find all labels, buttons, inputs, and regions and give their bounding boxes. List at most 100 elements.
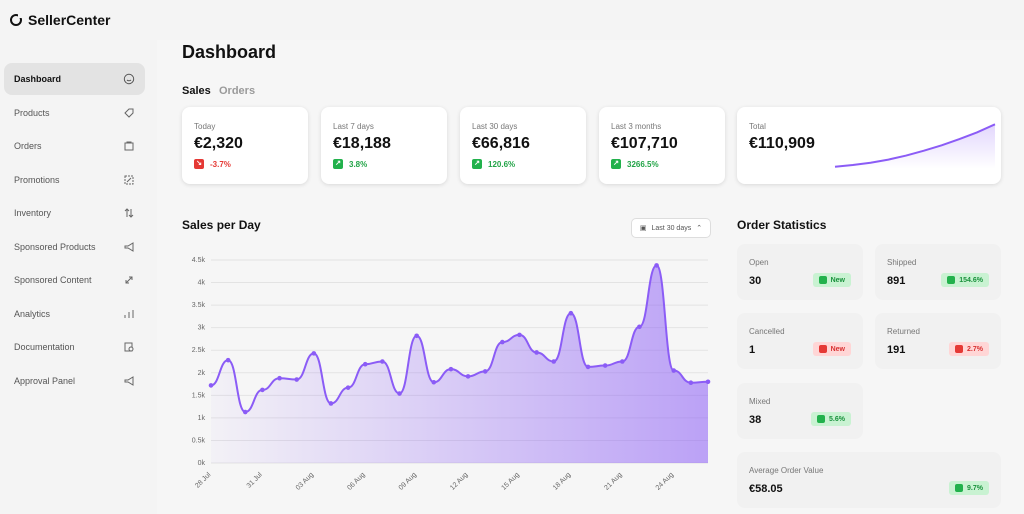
document-search-icon bbox=[123, 341, 135, 353]
badge-label: New bbox=[830, 345, 845, 353]
kpi-label: Last 7 days bbox=[333, 122, 374, 131]
status-badge: New bbox=[812, 342, 851, 356]
sales-point bbox=[500, 339, 505, 345]
sales-point bbox=[671, 368, 677, 373]
sales-point bbox=[620, 359, 625, 364]
kpi-card-today[interactable]: Today €2,320 ↘ -3.7% bbox=[182, 107, 308, 184]
stat-card-returned[interactable]: Returned 191 2.7% bbox=[875, 313, 1001, 369]
x-tick-label: 24 Aug bbox=[655, 471, 675, 490]
status-badge: 2.7% bbox=[949, 342, 989, 356]
kpi-card-last-3-months[interactable]: Last 3 months €107,710 ↗ 3266.5% bbox=[599, 107, 725, 184]
badge-label: 9.7% bbox=[967, 484, 983, 492]
sales-point bbox=[688, 380, 694, 386]
tag-icon bbox=[123, 107, 135, 119]
status-badge: 5.6% bbox=[811, 412, 851, 426]
y-tick-label: 1.5k bbox=[192, 392, 206, 399]
stat-card-shipped[interactable]: Shipped 891 154.6% bbox=[875, 244, 1001, 300]
y-tick-label: 0k bbox=[198, 460, 206, 467]
kpi-value: €110,909 bbox=[749, 135, 815, 152]
kpi-card-total[interactable]: Total €110,909 bbox=[737, 107, 1001, 184]
sales-point bbox=[431, 379, 437, 385]
stat-value: 891 bbox=[887, 275, 906, 287]
sidebar-item-promotions[interactable]: Promotions bbox=[4, 164, 145, 196]
sidebar-item-sponsored-content[interactable]: Sponsored Content bbox=[4, 264, 145, 296]
sales-point bbox=[448, 366, 454, 372]
trend-badge: ↗ 120.6% bbox=[472, 159, 515, 169]
kpi-label: Today bbox=[194, 122, 216, 131]
trend-down-icon bbox=[955, 345, 964, 353]
stat-label: Cancelled bbox=[749, 327, 785, 336]
order-statistics-title: Order Statistics bbox=[737, 218, 827, 232]
y-tick-label: 3.5k bbox=[192, 302, 206, 309]
kpi-card-last-30-days[interactable]: Last 30 days €66,816 ↗ 120.6% bbox=[460, 107, 586, 184]
trend-value: 120.6% bbox=[488, 159, 516, 169]
sidebar-item-label: Orders bbox=[14, 141, 42, 151]
approval-icon bbox=[123, 375, 135, 387]
sales-point bbox=[568, 310, 574, 316]
kpi-card-last-7-days[interactable]: Last 7 days €18,188 ↗ 3.8% bbox=[321, 107, 447, 184]
sidebar-item-label: Inventory bbox=[14, 208, 52, 218]
stat-value: 38 bbox=[749, 414, 762, 426]
trend-up-icon bbox=[947, 276, 956, 284]
sidebar-item-documentation[interactable]: Documentation bbox=[4, 331, 145, 363]
stat-card-mixed[interactable]: Mixed 38 5.6% bbox=[737, 383, 863, 439]
sidebar-item-products[interactable]: Products bbox=[4, 97, 145, 129]
sales-point bbox=[328, 401, 334, 406]
status-badge: New bbox=[812, 273, 851, 287]
smile-icon bbox=[123, 73, 135, 85]
sales-point bbox=[414, 333, 419, 339]
date-range-select[interactable]: ▣ Last 30 days ⌃ bbox=[631, 218, 711, 238]
sidebar-item-analytics[interactable]: Analytics bbox=[4, 298, 145, 330]
sidebar-item-label: Approval Panel bbox=[14, 376, 76, 386]
date-range-label: Last 30 days bbox=[651, 224, 692, 232]
sidebar-item-dashboard[interactable]: Dashboard bbox=[4, 63, 145, 95]
sidebar-item-label: Documentation bbox=[14, 342, 75, 352]
stat-label: Shipped bbox=[887, 258, 917, 267]
stat-label: Mixed bbox=[749, 397, 771, 406]
y-tick-label: 1k bbox=[198, 415, 206, 422]
sales-point bbox=[465, 374, 471, 379]
sidebar-item-approval-panel[interactable]: Approval Panel bbox=[4, 365, 145, 397]
badge-label: 5.6% bbox=[829, 415, 845, 423]
trend-down-icon bbox=[818, 345, 827, 353]
sales-point bbox=[345, 385, 351, 390]
app-logo[interactable]: SellerCenter bbox=[10, 12, 110, 28]
trend-value: 3.8% bbox=[349, 159, 368, 169]
tab-orders[interactable]: Orders bbox=[219, 85, 256, 97]
badge-label: 2.7% bbox=[967, 345, 983, 353]
sidebar-item-inventory[interactable]: Inventory bbox=[4, 197, 145, 229]
sales-point bbox=[225, 357, 231, 363]
y-tick-label: 3k bbox=[198, 325, 206, 332]
x-tick-label: 31 Jul bbox=[246, 471, 264, 489]
sales-point bbox=[482, 369, 488, 374]
y-tick-label: 2.5k bbox=[192, 347, 206, 354]
stat-card-open[interactable]: Open 30 New bbox=[737, 244, 863, 300]
sales-point bbox=[551, 359, 557, 364]
kpi-value: €18,188 bbox=[333, 135, 391, 152]
trend-up-icon: ↗ bbox=[472, 159, 482, 169]
sales-point bbox=[294, 377, 299, 382]
stat-card-cancelled[interactable]: Cancelled 1 New bbox=[737, 313, 863, 369]
sparkline-fill bbox=[835, 124, 995, 169]
sales-point bbox=[362, 361, 368, 367]
sidebar-item-orders[interactable]: Orders bbox=[4, 130, 145, 162]
x-tick-label: 15 Aug bbox=[501, 471, 521, 490]
logo-icon bbox=[10, 13, 22, 26]
stat-label: Returned bbox=[887, 327, 920, 336]
stat-label: Open bbox=[749, 258, 769, 267]
x-tick-label: 18 Aug bbox=[552, 471, 572, 490]
kpi-label: Total bbox=[749, 122, 766, 131]
sales-point bbox=[277, 375, 282, 381]
sales-point bbox=[380, 359, 385, 364]
stat-card-average-order-value[interactable]: Average Order Value €58.05 9.7% bbox=[737, 452, 1001, 508]
order-bag-icon bbox=[123, 140, 135, 152]
sidebar-item-label: Products bbox=[14, 108, 50, 118]
kpi-value: €66,816 bbox=[472, 135, 530, 152]
tab-sales[interactable]: Sales bbox=[182, 85, 211, 97]
calendar-icon: ▣ bbox=[639, 225, 647, 232]
kpi-label: Last 30 days bbox=[472, 122, 518, 131]
percent-icon bbox=[123, 174, 135, 186]
sales-point bbox=[585, 364, 591, 370]
sidebar-item-label: Sponsored Content bbox=[14, 275, 92, 285]
sidebar-item-sponsored-products[interactable]: Sponsored Products bbox=[4, 231, 145, 263]
